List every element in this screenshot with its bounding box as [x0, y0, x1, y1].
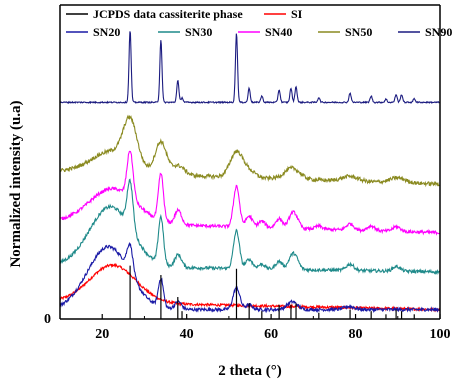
- x-tick-label: 40: [180, 327, 194, 342]
- series-sn50-line: [59, 114, 440, 188]
- legend-label: SN30: [185, 25, 212, 39]
- legend-label: SN20: [93, 25, 120, 39]
- legend-label: JCPDS data cassiterite phase: [93, 7, 243, 21]
- series-sn90-line: [59, 31, 440, 105]
- x-tick-label: 20: [95, 327, 109, 342]
- plot-area: [59, 31, 441, 319]
- x-tick-label: 100: [430, 327, 451, 342]
- axes: [59, 4, 441, 320]
- y-tick-zero: 0: [44, 312, 51, 327]
- y-axis-title: Normalized intensity (u.a): [8, 100, 24, 267]
- legend-label: SN90: [425, 25, 452, 39]
- series-sn40-line: [59, 150, 440, 236]
- legend-label: SI: [291, 7, 303, 21]
- series-sn20-line: [59, 241, 440, 314]
- x-tick-label: 60: [264, 327, 278, 342]
- legend: JCPDS data cassiterite phase SI SN20 SN30 SN…: [66, 7, 452, 39]
- legend-label: SN40: [265, 25, 292, 39]
- legend-label: SN50: [345, 25, 372, 39]
- x-axis-title: 2 theta (°): [218, 363, 281, 379]
- x-ticks: 20 40 60 80 100: [59, 314, 451, 342]
- series-sn30-line: [59, 178, 440, 276]
- x-tick-label: 80: [349, 327, 363, 342]
